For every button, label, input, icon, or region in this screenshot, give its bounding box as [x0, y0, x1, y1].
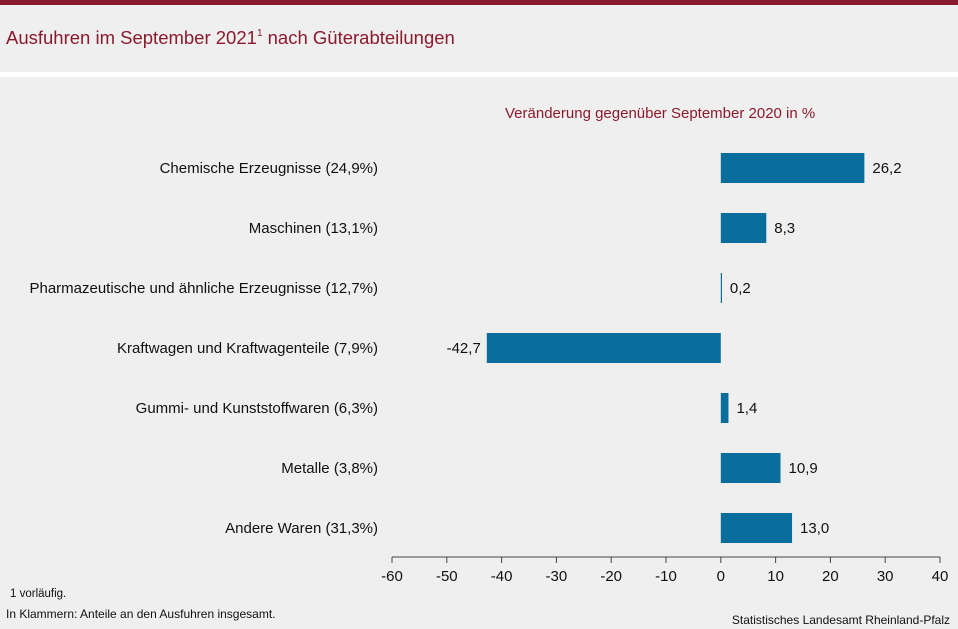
value-label: 13,0 — [800, 520, 829, 537]
bar — [720, 513, 793, 543]
chart-title-main: Ausfuhren im September 2021 — [6, 27, 257, 48]
title-divider — [0, 72, 958, 77]
chart-subtitle: Veränderung gegenüber September 2020 in … — [505, 105, 816, 122]
category-label: Chemische Erzeugnisse (24,9%) — [160, 160, 378, 177]
category-label: Gummi- und Kunststoffwaren (6,3%) — [136, 400, 378, 417]
value-label: 8,3 — [774, 220, 795, 237]
chart-title-suffix: nach Güterabteilungen — [267, 27, 455, 48]
x-tick-label: 20 — [822, 568, 839, 585]
category-label: Kraftwagen und Kraftwagenteile (7,9%) — [117, 340, 378, 357]
category-label: Metalle (3,8%) — [281, 460, 378, 477]
value-label: 26,2 — [872, 160, 901, 177]
bar — [720, 453, 781, 483]
bar — [720, 273, 722, 303]
x-tick-label: -50 — [436, 568, 458, 585]
x-tick-label: -20 — [600, 568, 622, 585]
footnote-preliminary: 1 vorläufig. — [10, 588, 67, 600]
category-label: Maschinen (13,1%) — [249, 220, 378, 237]
value-label: 1,4 — [736, 400, 757, 417]
bar — [720, 213, 767, 243]
footnote-shares: In Klammern: Anteile an den Ausfuhren in… — [6, 607, 276, 621]
category-label: Pharmazeutische und ähnliche Erzeugnisse… — [29, 280, 378, 297]
x-tick-label: -10 — [655, 568, 677, 585]
x-tick-label: 30 — [877, 568, 894, 585]
value-label: 10,9 — [789, 460, 818, 477]
x-tick-label: -40 — [491, 568, 513, 585]
value-label: 0,2 — [730, 280, 751, 297]
x-tick-label: -30 — [546, 568, 568, 585]
bar — [720, 153, 865, 183]
category-label: Andere Waren (31,3%) — [225, 520, 378, 537]
bar — [486, 333, 721, 363]
title-bar — [0, 5, 958, 72]
title-footnote-mark: 1 — [256, 28, 263, 39]
x-tick-label: -60 — [381, 568, 403, 585]
value-label: -42,7 — [447, 340, 481, 357]
chart-title: Ausfuhren im September 20211 nach Gütera… — [6, 27, 455, 49]
x-tick-label: 10 — [767, 568, 784, 585]
source-credit: Statistisches Landesamt Rheinland-Pfalz — [731, 613, 950, 627]
bar — [720, 393, 729, 423]
x-tick-label: 40 — [932, 568, 949, 585]
x-tick-label: 0 — [717, 568, 725, 585]
top-accent-rule — [0, 0, 958, 5]
